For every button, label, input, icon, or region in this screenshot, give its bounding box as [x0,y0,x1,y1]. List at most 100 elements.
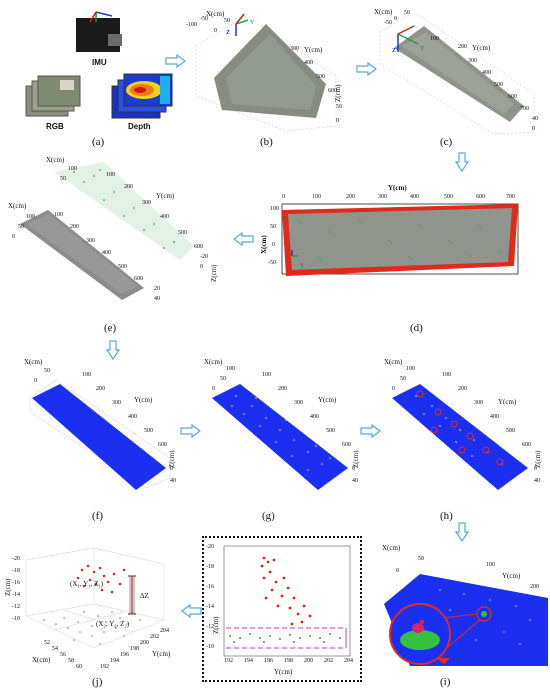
caption-e: (e) [104,322,117,334]
panel-a: IMU RGB Depth [20,4,190,150]
y-tick-j: 198 [130,646,139,652]
point-cloud-c [379,11,535,135]
z-tick-g: 0 [352,466,355,472]
z-tick-j: -14 [12,592,20,598]
y-tick-j: 200 [140,640,149,646]
y-tick-k: -16 [206,584,214,590]
sensor-illustration [25,11,173,119]
scatter-plot-k [223,545,351,657]
y-axis-label-i: Y(cm) [502,572,521,580]
y-tick-i: 100 [486,562,495,568]
y-axis-label-j: Y(cm) [152,650,171,658]
y-axis-label-c: Y(cm) [472,44,491,52]
z-tick-b: 0 [336,118,339,124]
y-tick-j: 204 [160,628,169,634]
point-cloud-f [29,379,171,490]
y-tick-c: 300 [468,58,477,64]
z-tick-c: 40 [532,116,538,122]
y-tick-d: 400 [410,194,419,200]
x-tick-k: 192 [224,658,233,664]
z-tick-e: -20 [200,254,208,260]
flow-arrow-down-icon [455,522,469,542]
x-axis-label-d: X(cm) [260,235,268,254]
x-tick-g: 50 [220,376,226,382]
caption-g: (g) [262,510,275,522]
gray-cloud-d [288,208,512,270]
x-tick-j: 58 [68,658,74,664]
caption-f: (f) [92,510,103,522]
x-tick-j: 54 [52,646,58,652]
x-tick-e-lower: 100 [26,214,35,220]
y-tick-d: 700 [506,194,515,200]
panel-c: X(cm) -50 0 50 100 Y(cm) 200 300 400 500… [374,4,546,136]
y-tick-h: 200 [458,386,467,392]
x-axis-label-k: Y(cm) [274,668,293,676]
x-tick-c: -50 [384,20,392,26]
z-tick-j: -20 [12,556,20,562]
y-tick-e-upper: 200 [124,184,133,190]
x-tick-h: 0 [392,386,395,392]
y-tick-g: 500 [326,428,335,434]
z-axis-label-e: Z(cm) [210,264,218,283]
x-tick-b: 50 [224,18,230,24]
y-tick-g: 200 [278,386,287,392]
caption-c: (c) [440,136,453,148]
y-tick-e-lower: 400 [102,250,111,256]
flow-arrow-left-icon [233,232,254,246]
y-tick-e-upper: 400 [160,214,169,220]
point-cloud-e [20,162,194,300]
green-points-k [229,633,341,643]
blue-cloud-f [32,384,166,490]
x-tick-j: 56 [60,652,66,658]
z-tick-j: -10 [12,616,20,622]
y-tick-d: 600 [476,194,485,200]
y-tick-f: 600 [158,442,167,448]
red-markers-h [416,390,504,466]
panel-d: Y(cm) 0 100 200 300 400 500 600 700 X(cm… [258,180,548,310]
z-axis-label-f: Z(cm) [168,450,176,469]
x-axis-label-e-upper: X(cm) [46,156,65,164]
y-tick-f: 200 [96,386,105,392]
flow-arrow-right-icon [360,424,381,438]
green-points-e [54,162,194,260]
x-axis-label-f: X(cm) [24,358,43,366]
y-tick-d: 0 [282,194,285,200]
y-tick-g: 300 [294,400,303,406]
flow-arrow-down-icon [455,152,469,172]
panel-i: X(cm) 50 0 Y(cm) 100 200 [380,540,548,666]
x-tick-c: 0 [394,16,397,22]
z-tick-j: -12 [12,604,20,610]
green-points-j [43,611,141,645]
caption-h: (h) [440,510,453,522]
x-axis-label-g: X(cm) [204,358,223,366]
flow-arrow-down-icon [106,340,120,360]
x-tick-f: 0 [34,378,37,384]
x-tick-j: 52 [44,640,50,646]
x-tick-k: 204 [344,658,353,664]
y-tick-d: 300 [378,194,387,200]
point-cloud-d [281,203,519,276]
y-tick-h: 600 [522,442,531,448]
y-tick-b: 400 [304,60,313,66]
y-tick-h: 500 [506,428,515,434]
y-tick-e-lower: 600 [134,276,143,282]
caption-j: (j) [92,676,103,688]
caption-i: (i) [440,676,451,688]
axis-z-letter-c: Z [392,48,397,54]
panel-f: X(cm) 50 0 100 Y(cm) 200 300 400 500 600… [16,358,180,498]
y-tick-h: 400 [490,414,499,420]
y-tick-e-lower: 300 [86,238,95,244]
flow-arrow-right-icon [165,54,186,68]
caption-b: (b) [260,136,273,148]
x-tick-d: 50 [270,224,276,230]
y-tick-f: 400 [128,414,137,420]
flow-arrow-left-icon [181,604,202,618]
y-tick-c: 200 [458,44,467,50]
x-axis-label-j: X(cm) [32,656,51,664]
panel-g: X(cm) 100 50 0 100 Y(cm) 200 300 400 500… [196,358,364,498]
panel-j: (X₁, Y₁, Z₁) (X₂, Y₂, Z₂) ΔZ -20 -18 -16… [4,540,180,680]
rgb-label: RGB [46,122,64,131]
z-tick-h: 0 [534,466,537,472]
y-tick-j: 202 [150,634,159,640]
point-label-bottom: (X₂, Y₂, Z₂) [96,620,130,628]
